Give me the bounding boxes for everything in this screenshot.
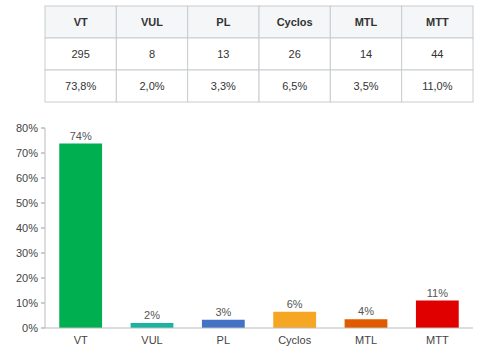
x-tick-label: VUL (141, 334, 162, 346)
table: VT VUL PL Cyclos MTL MTT 295 8 13 26 14 44 73,8% 2,0%… (45, 6, 473, 102)
table-cell (45, 38, 116, 70)
table-cell (116, 70, 187, 102)
data-label: 3% (215, 306, 231, 318)
y-tick-label: 60% (16, 172, 38, 184)
data-label: 74% (70, 130, 92, 142)
y-tick (41, 228, 45, 229)
y-tick-label: 30% (16, 247, 38, 259)
y-tick (41, 178, 45, 179)
table-cell (402, 38, 473, 70)
data-labels: 74% 2% 3% 6% 4% 11% (70, 130, 448, 322)
table-cell (116, 6, 187, 38)
table-text: 44 (431, 48, 443, 60)
table-cell (116, 38, 187, 70)
bar (131, 323, 174, 328)
data-label: 2% (144, 309, 160, 321)
table-cell (188, 6, 259, 38)
table-cell (188, 38, 259, 70)
y-axis: 0% 10% 20% 30% 40% 50% 60% 70% 80% (16, 122, 45, 334)
y-tick-label: 50% (16, 197, 38, 209)
table-cell (330, 38, 401, 70)
y-tick (41, 303, 45, 304)
y-tick-label: 20% (16, 272, 38, 284)
x-tick-label: Cyclos (278, 334, 312, 346)
y-tick-label: 80% (16, 122, 38, 134)
table-text: VT (74, 16, 88, 28)
y-tick-label: 70% (16, 147, 38, 159)
table-text: 73,8% (65, 80, 96, 92)
x-tick-label: VT (74, 334, 88, 346)
table-cell (402, 6, 473, 38)
table-text: 14 (360, 48, 372, 60)
y-tick (41, 153, 45, 154)
table-text: 3,3% (211, 80, 236, 92)
table-cell (45, 70, 116, 102)
table-text: 3,5% (353, 80, 378, 92)
data-label: 11% (427, 287, 448, 299)
bar (416, 301, 459, 329)
bar (59, 144, 102, 329)
y-tick (41, 278, 45, 279)
table-cell (330, 70, 401, 102)
table-text: 13 (217, 48, 229, 60)
data-label: 4% (358, 305, 374, 317)
table-text: MTL (355, 16, 378, 28)
x-axis-line (45, 328, 473, 329)
bar (273, 312, 316, 328)
y-tick-label: 0% (22, 322, 38, 334)
table-text: 26 (289, 48, 301, 60)
chart-root: VT VUL PL Cyclos MTL MTT 295 8 13 26 14 44 73,8% 2,0%… (0, 0, 483, 359)
table-cell (259, 70, 330, 102)
table-text: MTT (426, 16, 449, 28)
y-tick (41, 253, 45, 254)
table-text: VUL (141, 16, 163, 28)
table-cell (259, 38, 330, 70)
bar (202, 320, 245, 328)
table-text: PL (216, 16, 230, 28)
table-text: 6,5% (282, 80, 307, 92)
table-text: 2,0% (139, 80, 164, 92)
x-tick-label: MTL (355, 334, 377, 346)
y-tick (41, 328, 45, 329)
y-tick-label: 40% (16, 222, 38, 234)
table-text: 8 (149, 48, 155, 60)
table-cell (330, 6, 401, 38)
table-cell (402, 70, 473, 102)
y-tick (41, 203, 45, 204)
table-cell (188, 70, 259, 102)
y-tick-label: 10% (16, 297, 38, 309)
y-axis-line (45, 128, 46, 328)
x-tick-label: PL (217, 334, 230, 346)
table-text: Cyclos (277, 16, 313, 28)
bar (345, 319, 388, 328)
x-axis: VT VUL PL Cyclos MTL MTT (45, 328, 473, 346)
y-tick (41, 128, 45, 129)
table-text: 295 (71, 48, 89, 60)
x-tick-label: MTT (426, 334, 449, 346)
table-cell (45, 6, 116, 38)
bars (59, 144, 458, 329)
data-label: 6% (287, 298, 303, 310)
table-text: 11,0% (422, 80, 453, 92)
table-cell (259, 6, 330, 38)
